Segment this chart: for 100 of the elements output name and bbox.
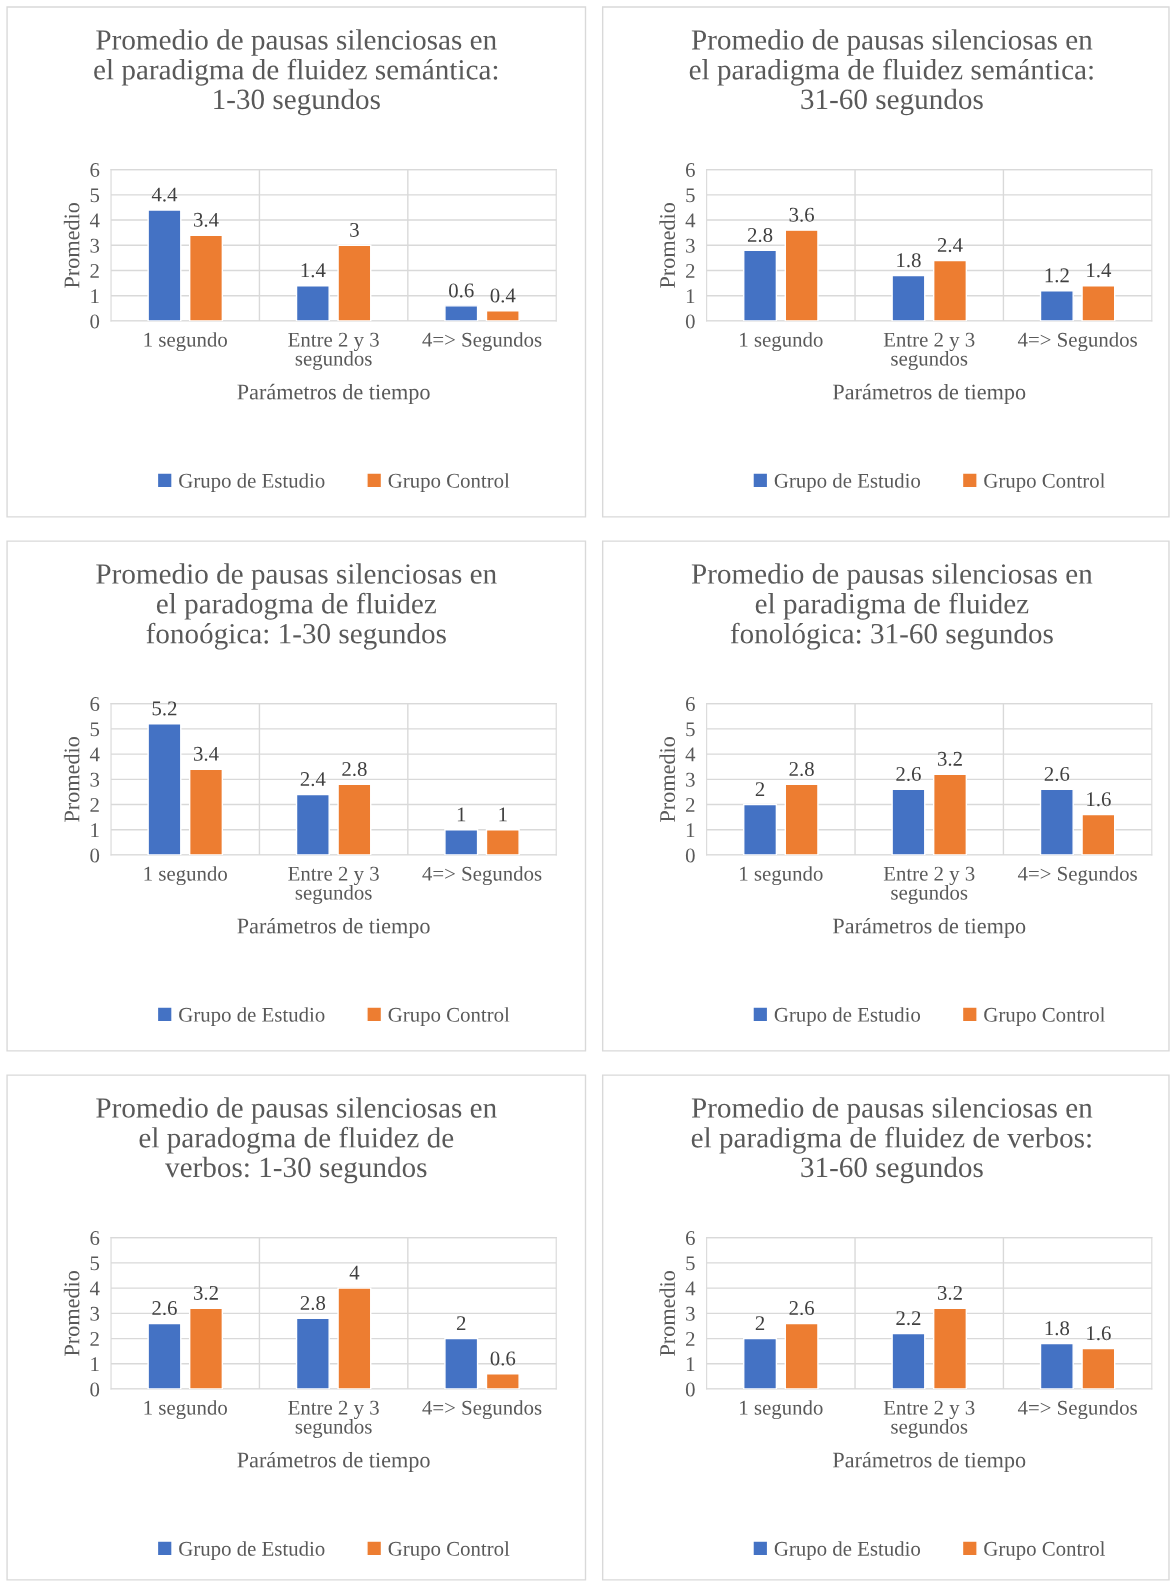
chart-title: Promedio de pausas silenciosas en el paradigma de fluidez semántica: 31-60 segundos (689, 29, 1093, 116)
bar (188, 1307, 224, 1390)
y-tick-label: 1 (91, 1357, 99, 1372)
y-tick-label: 0 (685, 848, 695, 863)
y-tick-label: 4 (685, 1281, 696, 1296)
data-label: 2.4 (937, 238, 963, 253)
data-label: 2.8 (342, 761, 367, 777)
y-tick-label: 3 (686, 1306, 695, 1321)
chart-title: Promedio de pausas silenciosas en el paradigma de fluidez fonológica: 31-60 segundos (691, 563, 1093, 650)
x-tick-label: 1 segundo (144, 1400, 227, 1420)
y-tick-label: 1 (686, 1357, 695, 1372)
bar (743, 803, 778, 856)
y-tick-label: 6 (90, 697, 100, 712)
x-tick-label: 4=> Segundos (1017, 1400, 1137, 1420)
y-tick-label: 0 (685, 1382, 695, 1397)
legend-label: Grupo Control (388, 1541, 510, 1561)
data-label: 1.4 (1087, 263, 1112, 278)
bar (295, 1317, 330, 1390)
y-tick-label: 4 (89, 747, 100, 762)
legend-label: Grupo de Estudio (774, 1541, 921, 1561)
x-tick-label: Entre 2 y 3 segundos (883, 332, 975, 370)
x-tick-label: 1 segundo (740, 1400, 823, 1420)
x-axis-title: Parámetros de tiempo (237, 917, 430, 939)
data-label: 2 (456, 1316, 466, 1330)
data-label: 1.6 (1087, 792, 1111, 807)
bar (147, 209, 182, 322)
bar (188, 768, 224, 856)
data-label: 1.4 (301, 263, 326, 278)
y-tick-label: 5 (90, 722, 100, 737)
y-tick-label: 3 (686, 772, 695, 787)
bar (1081, 813, 1116, 856)
y-tick-label: 0 (90, 848, 100, 863)
bar (485, 310, 520, 322)
chart-title: Promedio de pausas silenciosas en el paradogma de fluidez de verbos: 1-30 segundos (96, 1097, 497, 1184)
data-label: 1.8 (1045, 1321, 1070, 1336)
y-axis-title: Promedio (63, 202, 80, 288)
data-label: 1.6 (1087, 1326, 1111, 1341)
data-label: 1 (457, 807, 466, 822)
y-tick-label: 0 (685, 314, 695, 329)
data-label: 0.6 (449, 283, 474, 298)
data-label: 2.2 (896, 1311, 921, 1326)
y-tick-label: 2 (90, 263, 99, 278)
bar (188, 234, 224, 322)
legend-label: Grupo Control (984, 473, 1106, 493)
bar (932, 259, 968, 322)
bar (295, 284, 330, 322)
y-tick-label: 0 (90, 1382, 100, 1397)
y-tick-label: 6 (686, 697, 695, 712)
legend-label: Grupo de Estudio (774, 473, 921, 493)
data-label: 0.6 (490, 1351, 516, 1366)
x-tick-label: Entre 2 y 3 segundos (883, 1400, 975, 1438)
x-tick-label: 4=> Segundos (422, 332, 542, 352)
bar (932, 773, 968, 856)
data-label: 2.6 (789, 1301, 815, 1316)
bar (444, 829, 479, 856)
legend-label: Grupo de Estudio (179, 1541, 325, 1561)
x-tick-label: 4=> Segundos (1017, 866, 1137, 886)
data-label: 2.8 (300, 1295, 326, 1311)
data-label: 4 (349, 1265, 360, 1280)
data-label: 3 (350, 222, 359, 237)
bar (444, 1337, 479, 1390)
y-tick-label: 4 (685, 747, 696, 762)
data-label: 3.2 (193, 1285, 218, 1300)
y-axis-title: Promedio (63, 736, 80, 822)
data-label: 3.4 (193, 746, 219, 761)
data-label: 2.4 (300, 772, 326, 787)
y-axis-title: Promedio (659, 736, 676, 822)
bar (891, 788, 926, 856)
data-label: 2.6 (152, 1301, 177, 1316)
legend-label: Grupo de Estudio (774, 1007, 921, 1027)
y-tick-label: 5 (686, 1256, 695, 1271)
x-tick-label: 1 segundo (740, 332, 823, 352)
data-label: 0.4 (490, 288, 516, 303)
data-label: 2.6 (896, 767, 921, 782)
x-tick-label: 4=> Segundos (1017, 332, 1137, 352)
bar (1081, 1347, 1116, 1390)
chart-title: Promedio de pausas silenciosas en el paradigma de fluidez de verbos: 31-60 segundos (691, 1097, 1093, 1184)
bar (337, 244, 372, 322)
x-axis-title: Parámetros de tiempo (832, 1451, 1026, 1473)
x-axis-title: Parámetros de tiempo (832, 917, 1026, 939)
y-axis-title: Promedio (659, 1270, 676, 1356)
bar (337, 783, 372, 856)
legend-label: Grupo de Estudio (179, 1007, 325, 1027)
x-axis-title: Parámetros de tiempo (832, 383, 1026, 405)
data-label: 3.6 (789, 207, 815, 222)
y-tick-label: 5 (686, 722, 695, 737)
bar (1039, 788, 1074, 856)
y-tick-label: 2 (686, 1332, 695, 1346)
legend-label: Grupo Control (984, 1541, 1106, 1561)
data-label: 3.4 (193, 212, 219, 227)
legend-label: Grupo de Estudio (179, 473, 325, 493)
data-label: 5.2 (152, 701, 177, 716)
y-tick-label: 2 (90, 1332, 99, 1346)
y-tick-label: 2 (90, 797, 99, 812)
bar (1039, 1342, 1074, 1390)
y-tick-label: 0 (90, 314, 100, 329)
bar (784, 229, 819, 322)
y-tick-label: 2 (686, 263, 695, 278)
x-tick-label: Entre 2 y 3 segundos (288, 866, 379, 904)
data-label: 2.8 (747, 227, 773, 243)
